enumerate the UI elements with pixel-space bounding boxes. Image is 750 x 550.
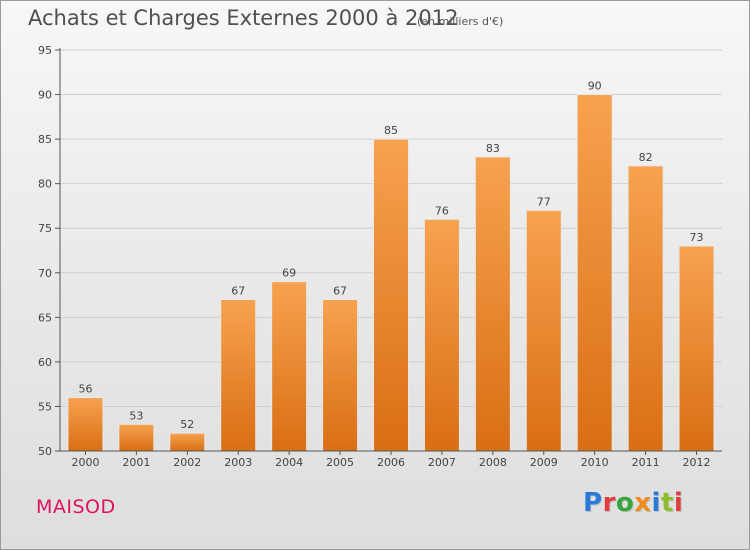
y-tick-label: 50 [38,445,52,458]
bar-2008[interactable] [474,156,511,452]
bar-2012[interactable] [678,245,715,452]
y-tick-label: 80 [38,178,52,191]
bar-2001[interactable] [118,423,155,452]
x-tick-label-2001: 2001 [122,456,150,469]
value-label-2000: 56 [78,383,92,396]
y-tick-label: 75 [38,222,52,235]
y-tick-label: 70 [38,267,52,280]
chart-title: Achats et Charges Externes 2000 à 2012 [28,6,459,30]
x-tick-label-2008: 2008 [479,456,507,469]
logo-letter: o [615,488,635,518]
y-tick-label: 55 [38,400,52,413]
x-tick-label-2003: 2003 [224,456,252,469]
bar-2007[interactable] [423,218,460,452]
value-label-2007: 76 [435,204,449,217]
value-label-2012: 73 [690,231,704,244]
bar-2002[interactable] [169,432,206,452]
value-label-2002: 52 [180,418,194,431]
x-tick-label-2011: 2011 [632,456,660,469]
x-tick-label-2009: 2009 [530,456,558,469]
value-label-2001: 53 [129,409,143,422]
logo-letter: x [634,488,652,518]
value-label-2010: 90 [588,80,602,93]
value-label-2009: 77 [537,195,551,208]
y-tick-label: 90 [38,89,52,102]
bar-2003[interactable] [220,299,257,452]
x-tick-label-2002: 2002 [173,456,201,469]
chart-unit-note: (en milliers d'€) [417,15,504,28]
y-tick-label: 85 [38,133,52,146]
bar-2006[interactable] [373,138,409,452]
logo-letter: i [651,488,661,518]
value-label-2008: 83 [486,142,500,155]
logo-letter: t [660,488,674,518]
logo-letter: r [602,488,616,518]
logo-letter: P [583,488,603,518]
x-tick-label-2012: 2012 [683,456,711,469]
bar-2009[interactable] [525,209,562,452]
logo-letter: i [673,488,684,518]
bar-2011[interactable] [627,165,664,452]
bar-2004[interactable] [271,281,308,452]
x-tick-label-2007: 2007 [428,456,456,469]
value-label-2003: 67 [231,285,245,298]
value-label-2011: 82 [639,151,653,164]
y-tick-label: 95 [38,44,52,57]
x-tick-label-2006: 2006 [377,456,405,469]
y-tick-label: 65 [38,311,52,324]
y-tick-label: 60 [38,356,52,369]
value-label-2005: 67 [333,285,347,298]
commune-name: MAISOD [36,496,116,518]
x-tick-label-2000: 2000 [71,456,99,469]
value-label-2004: 69 [282,267,296,280]
bar-2000[interactable] [67,397,104,452]
bar-2005[interactable] [322,299,359,452]
x-tick-label-2010: 2010 [581,456,609,469]
proxiti-logo[interactable]: Proxiti [583,488,683,518]
x-tick-label-2005: 2005 [326,456,354,469]
bar-2010[interactable] [576,94,613,452]
x-tick-label-2004: 2004 [275,456,303,469]
value-label-2006: 85 [384,124,398,137]
